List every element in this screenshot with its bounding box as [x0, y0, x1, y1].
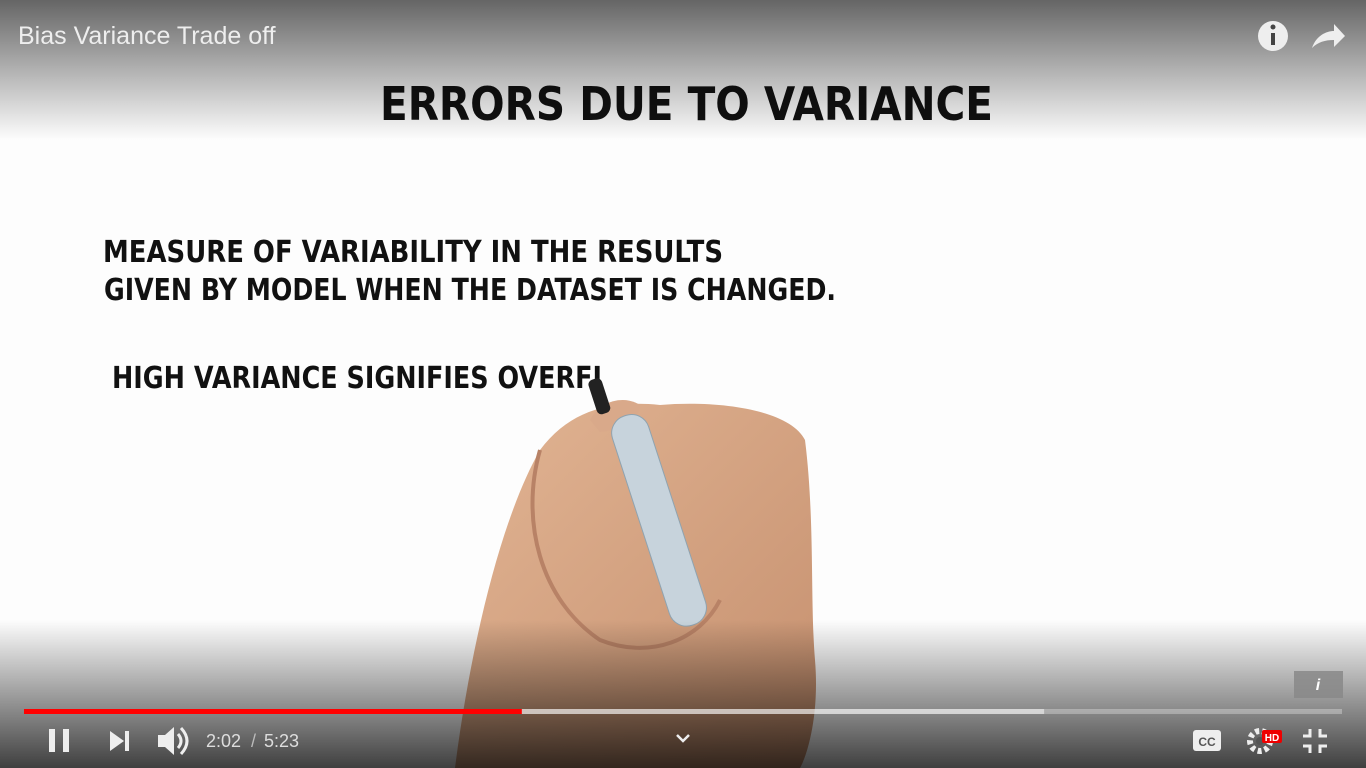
bottom-gradient — [0, 620, 1366, 768]
info-button[interactable] — [1258, 21, 1288, 51]
svg-text:i: i — [1316, 677, 1321, 694]
next-button[interactable] — [110, 731, 129, 751]
slide-line: MEASURE OF VARIABILITY IN THE RESULTS — [103, 235, 723, 270]
duration: 5:23 — [264, 731, 299, 751]
volume-button[interactable] — [158, 726, 189, 756]
buffered-bar — [24, 709, 1045, 714]
current-time: 2:02 — [206, 731, 241, 751]
pause-button[interactable] — [49, 729, 69, 752]
top-gradient — [0, 0, 1366, 140]
card-teaser-button[interactable]: i — [1294, 671, 1343, 698]
slide-partial-line: HIGH VARIANCE SIGNIFIES OVERFI — [112, 361, 602, 396]
time-separator: / — [251, 731, 256, 751]
captions-button[interactable]: CC — [1193, 730, 1221, 751]
expand-chevron[interactable] — [676, 734, 690, 743]
share-button[interactable] — [1312, 24, 1345, 48]
svg-text:CC: CC — [1198, 735, 1216, 749]
played-bar — [24, 709, 522, 714]
slide-line: GIVEN BY MODEL WHEN THE DATASET IS CHANG… — [104, 273, 836, 308]
hd-badge: HD — [1265, 733, 1279, 744]
settings-button[interactable]: HD — [1247, 728, 1282, 754]
exit-fullscreen-button[interactable] — [1303, 729, 1327, 753]
video-title[interactable]: Bias Variance Trade off — [18, 22, 276, 50]
